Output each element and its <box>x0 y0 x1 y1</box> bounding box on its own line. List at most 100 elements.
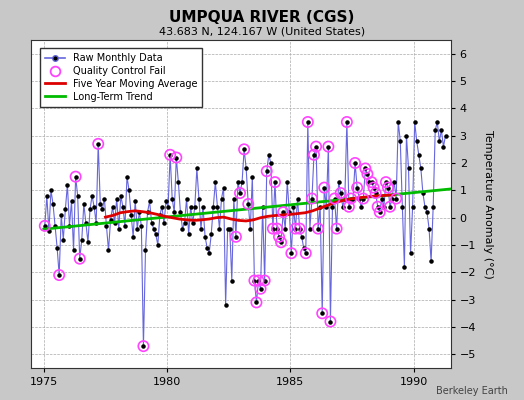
Point <box>320 184 329 191</box>
Point <box>80 201 88 207</box>
Point <box>217 195 226 202</box>
Point <box>197 226 205 232</box>
Point <box>121 223 129 229</box>
Point <box>439 144 447 150</box>
Point <box>213 204 222 210</box>
Point <box>322 204 331 210</box>
Point <box>256 286 265 292</box>
Point <box>254 277 263 284</box>
Point <box>318 310 326 316</box>
Point <box>374 204 382 210</box>
Point <box>308 195 316 202</box>
Point <box>351 160 359 166</box>
Point <box>71 174 80 180</box>
Point <box>326 318 335 325</box>
Point <box>90 204 99 210</box>
Point <box>254 277 263 284</box>
Point <box>256 286 265 292</box>
Point <box>66 223 74 229</box>
Point <box>277 239 285 246</box>
Point <box>201 234 209 240</box>
Point <box>92 220 101 226</box>
Point <box>41 223 49 229</box>
Point <box>314 226 322 232</box>
Point <box>376 209 384 215</box>
Point <box>332 226 341 232</box>
Point <box>96 201 104 207</box>
Point <box>271 179 279 185</box>
Point <box>162 198 170 204</box>
Point <box>277 239 285 246</box>
Point <box>230 195 238 202</box>
Point <box>265 152 273 158</box>
Point <box>86 206 94 213</box>
Point <box>207 231 215 237</box>
Point <box>347 195 355 202</box>
Point <box>160 220 168 226</box>
Point <box>172 154 180 161</box>
Point <box>78 236 86 243</box>
Point <box>260 277 269 284</box>
Point <box>330 195 339 202</box>
Point <box>240 146 248 152</box>
Point <box>275 234 283 240</box>
Point <box>334 179 343 185</box>
Point <box>225 226 234 232</box>
Point <box>271 179 279 185</box>
Point <box>260 277 269 284</box>
Point <box>437 127 445 134</box>
Point <box>336 190 345 196</box>
Point <box>332 226 341 232</box>
Point <box>427 258 435 265</box>
Point <box>303 119 312 125</box>
Point <box>378 195 386 202</box>
Point <box>205 250 213 256</box>
Point <box>296 226 304 232</box>
Point <box>98 206 106 213</box>
Point <box>94 141 102 147</box>
Point <box>189 220 197 226</box>
Point <box>363 171 372 177</box>
Point <box>59 236 68 243</box>
Point <box>314 226 322 232</box>
Point <box>291 226 300 232</box>
Point <box>49 201 57 207</box>
Point <box>236 190 244 196</box>
Point <box>240 146 248 152</box>
Point <box>168 195 177 202</box>
Point <box>394 119 402 125</box>
Point <box>125 187 133 194</box>
Point <box>133 226 141 232</box>
Point <box>137 223 146 229</box>
Point <box>182 195 191 202</box>
Point <box>320 184 329 191</box>
Point <box>174 179 182 185</box>
Point <box>123 174 131 180</box>
Point <box>351 160 359 166</box>
Point <box>310 152 318 158</box>
Point <box>392 195 400 202</box>
Point <box>172 154 180 161</box>
Point <box>164 204 172 210</box>
Point <box>279 209 287 215</box>
Point <box>47 187 55 194</box>
Point <box>187 204 195 210</box>
Point <box>312 144 320 150</box>
Point <box>376 209 384 215</box>
Point <box>106 217 115 224</box>
Point <box>361 165 369 172</box>
Point <box>300 244 308 251</box>
Point <box>369 184 378 191</box>
Point <box>345 204 353 210</box>
Point <box>141 247 150 254</box>
Point <box>402 132 411 139</box>
Point <box>246 226 255 232</box>
Point <box>359 195 367 202</box>
Point <box>316 204 324 210</box>
Point <box>433 119 441 125</box>
Point <box>345 204 353 210</box>
Point <box>127 212 135 218</box>
Point <box>63 182 72 188</box>
Point <box>199 204 207 210</box>
Point <box>158 204 166 210</box>
